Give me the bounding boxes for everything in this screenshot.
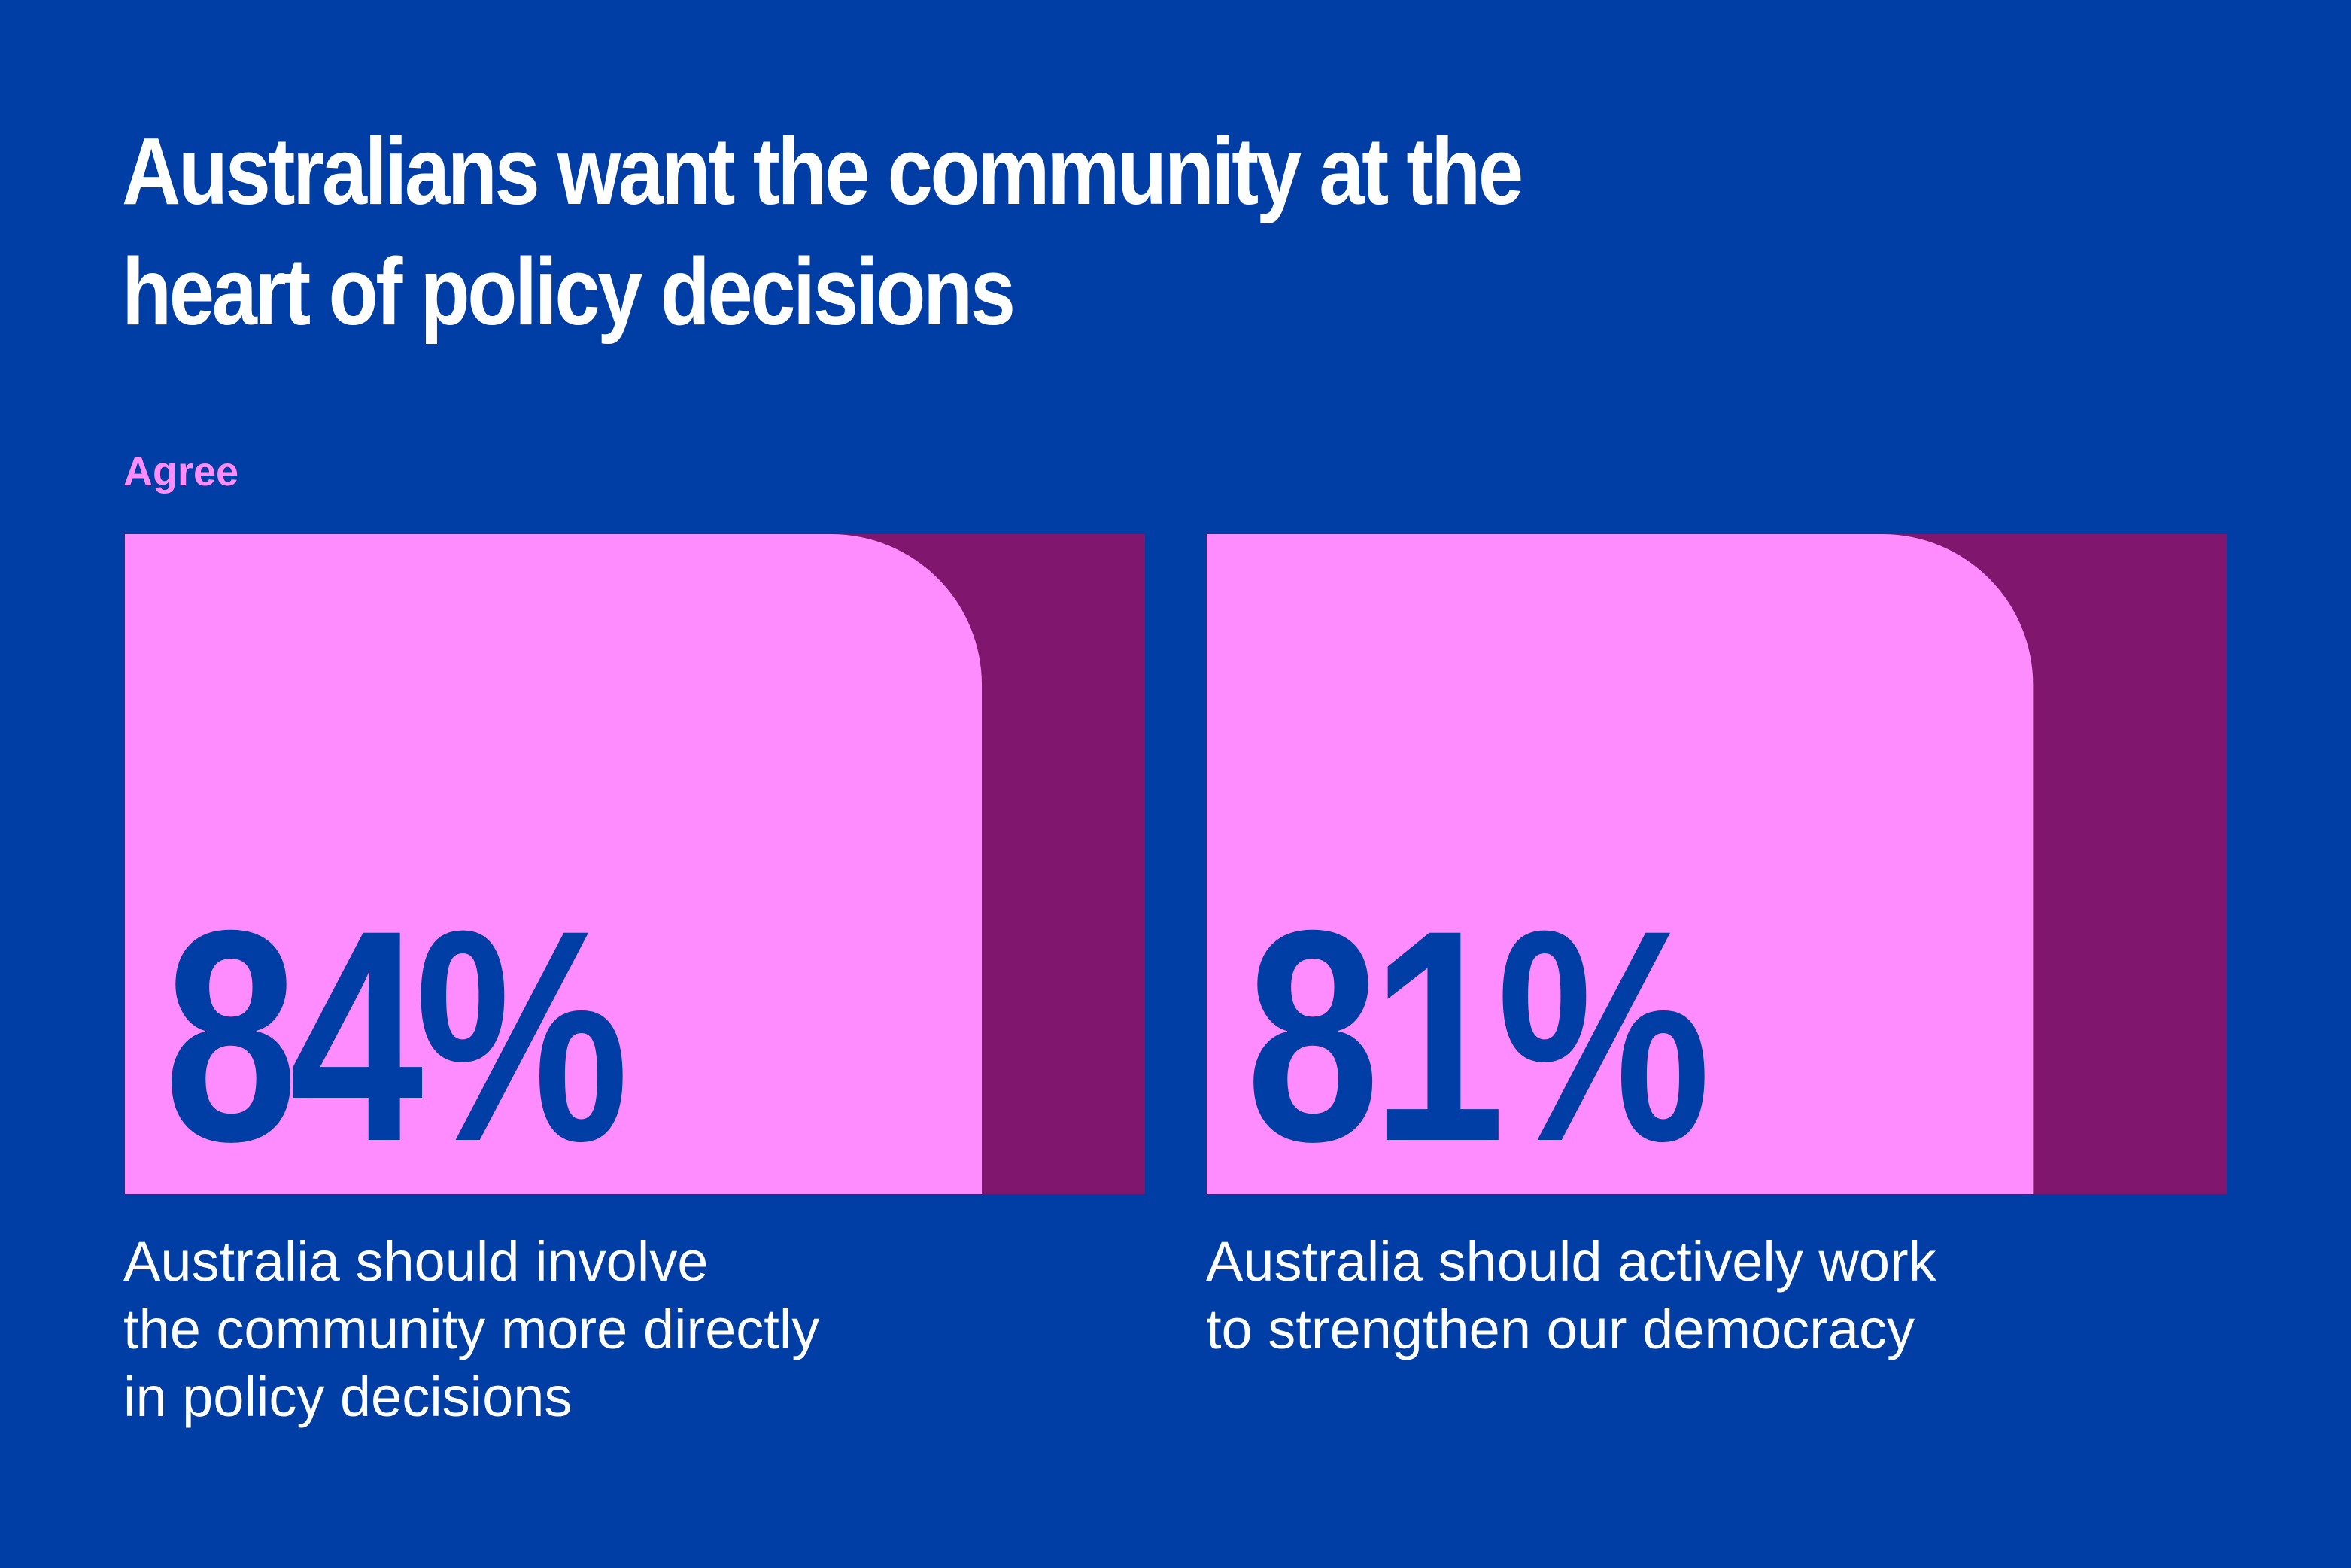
chart-title: Australians want the community at the he… bbox=[122, 118, 1523, 345]
agree-fill-2 bbox=[1207, 534, 2034, 1194]
legend-label-agree: Agree bbox=[123, 449, 239, 494]
agree-bar-2 bbox=[1207, 534, 2227, 1194]
agree-fill-1 bbox=[125, 534, 983, 1194]
percent-value-1: 84% bbox=[164, 868, 629, 1204]
percent-value-2: 81% bbox=[1246, 868, 1711, 1204]
card-caption-1: Australia should involve the community m… bbox=[123, 1230, 820, 1428]
stat-card-1: 84% bbox=[125, 534, 1145, 1194]
agree-bar-1 bbox=[125, 534, 1145, 1194]
stat-card-2: 81% bbox=[1207, 534, 2227, 1194]
card-caption-2: Australia should actively work to streng… bbox=[1206, 1230, 1936, 1360]
